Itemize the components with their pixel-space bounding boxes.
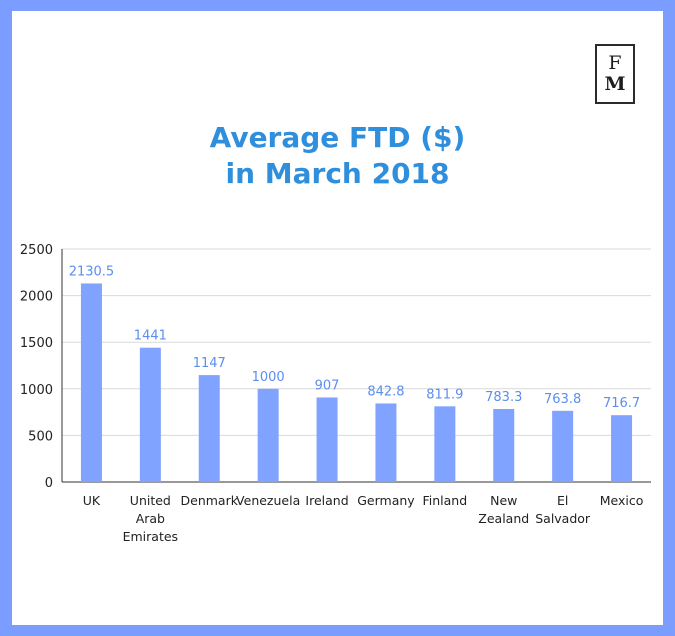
bar-1 (139, 347, 161, 482)
x-tick-label: New (490, 493, 517, 508)
x-tick-label: Germany (357, 493, 415, 508)
data-label-4: 907 (315, 378, 340, 393)
y-tick-label: 500 (28, 429, 53, 444)
bar-0 (80, 283, 102, 482)
chart-title: Average FTD ($) in March 2018 (0, 120, 675, 192)
data-label-0: 2130.5 (69, 264, 115, 279)
y-tick-label: 1000 (20, 383, 53, 398)
y-tick-label: 2000 (20, 290, 53, 305)
x-tick-label: United (130, 493, 171, 508)
chart-title-line-2: in March 2018 (225, 157, 450, 190)
data-label-3: 1000 (252, 370, 285, 385)
x-tick-label: Ireland (305, 493, 348, 508)
x-tick-label: UK (83, 493, 101, 508)
data-label-7: 783.3 (485, 390, 522, 405)
data-label-2: 1147 (193, 356, 226, 371)
chart-title-line-1: Average FTD ($) (209, 121, 466, 154)
chart-card (12, 11, 663, 625)
data-label-1: 1441 (134, 329, 167, 344)
y-tick-label: 1500 (20, 336, 53, 351)
data-label-9: 716.7 (603, 396, 640, 411)
data-label-5: 842.8 (367, 384, 404, 399)
x-tick-label: Venezuela (236, 493, 300, 508)
bar-2 (198, 375, 220, 482)
bar-3 (257, 388, 279, 482)
x-tick-label: Denmark (181, 493, 239, 508)
y-tick-label: 2500 (20, 243, 53, 258)
bar-8 (552, 410, 574, 482)
x-tick-label: Emirates (123, 529, 178, 544)
logo-letter-m: M (604, 73, 626, 95)
bar-9 (611, 415, 633, 482)
x-tick-label: Zealand (478, 511, 529, 526)
logo-letter-f: F (608, 52, 622, 74)
x-tick-label: Salvador (535, 511, 591, 526)
bar-5 (375, 403, 397, 482)
data-label-6: 811.9 (426, 387, 463, 402)
fm-logo: F M (595, 44, 635, 104)
x-tick-label: Finland (423, 493, 468, 508)
x-tick-label: El (557, 493, 568, 508)
x-tick-label: Mexico (600, 493, 644, 508)
bar-4 (316, 397, 338, 482)
bar-6 (434, 406, 456, 482)
bar-7 (493, 408, 515, 482)
y-tick-label: 0 (45, 476, 53, 491)
data-label-8: 763.8 (544, 392, 581, 407)
x-tick-label: Arab (136, 511, 165, 526)
